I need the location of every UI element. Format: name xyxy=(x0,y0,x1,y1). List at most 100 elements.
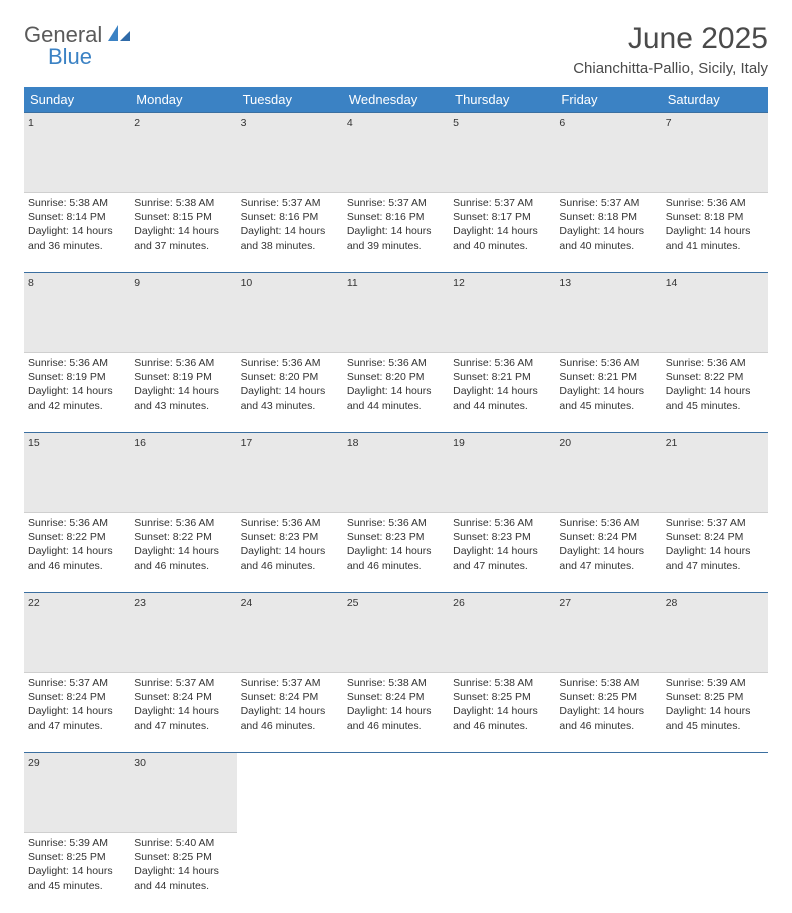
day-number-row: 22232425262728 xyxy=(24,593,768,673)
daylight-text: Daylight: 14 hours and 42 minutes. xyxy=(28,384,126,412)
daylight-text: Daylight: 14 hours and 47 minutes. xyxy=(134,704,232,732)
sunrise-text: Sunrise: 5:36 AM xyxy=(666,356,764,370)
day-number: 8 xyxy=(24,273,130,353)
sunset-text: Sunset: 8:25 PM xyxy=(559,690,657,704)
sunrise-text: Sunrise: 5:40 AM xyxy=(134,836,232,850)
calendar-cell: Sunrise: 5:36 AMSunset: 8:22 PMDaylight:… xyxy=(24,513,130,593)
sunrise-text: Sunrise: 5:36 AM xyxy=(453,516,551,530)
daylight-text: Daylight: 14 hours and 46 minutes. xyxy=(559,704,657,732)
calendar-cell: Sunrise: 5:36 AMSunset: 8:20 PMDaylight:… xyxy=(237,353,343,433)
day-number-row: 15161718192021 xyxy=(24,433,768,513)
sunrise-text: Sunrise: 5:39 AM xyxy=(666,676,764,690)
sunset-text: Sunset: 8:20 PM xyxy=(241,370,339,384)
calendar-cell: Sunrise: 5:37 AMSunset: 8:24 PMDaylight:… xyxy=(237,673,343,753)
sunset-text: Sunset: 8:22 PM xyxy=(666,370,764,384)
sunrise-text: Sunrise: 5:38 AM xyxy=(453,676,551,690)
sunrise-text: Sunrise: 5:39 AM xyxy=(28,836,126,850)
sunset-text: Sunset: 8:23 PM xyxy=(453,530,551,544)
sunrise-text: Sunrise: 5:37 AM xyxy=(28,676,126,690)
calendar-cell: Sunrise: 5:36 AMSunset: 8:21 PMDaylight:… xyxy=(449,353,555,433)
calendar-cell: Sunrise: 5:36 AMSunset: 8:23 PMDaylight:… xyxy=(343,513,449,593)
day-number xyxy=(662,753,768,833)
calendar-cell: Sunrise: 5:36 AMSunset: 8:21 PMDaylight:… xyxy=(555,353,661,433)
day-number: 24 xyxy=(237,593,343,673)
sunrise-text: Sunrise: 5:38 AM xyxy=(28,196,126,210)
calendar-cell: Sunrise: 5:39 AMSunset: 8:25 PMDaylight:… xyxy=(24,833,130,913)
logo-sail-icon xyxy=(106,23,132,48)
day-number: 20 xyxy=(555,433,661,513)
calendar-cell: Sunrise: 5:37 AMSunset: 8:17 PMDaylight:… xyxy=(449,193,555,273)
sunset-text: Sunset: 8:24 PM xyxy=(559,530,657,544)
sunset-text: Sunset: 8:23 PM xyxy=(241,530,339,544)
daylight-text: Daylight: 14 hours and 41 minutes. xyxy=(666,224,764,252)
calendar-cell: Sunrise: 5:37 AMSunset: 8:24 PMDaylight:… xyxy=(130,673,236,753)
daylight-text: Daylight: 14 hours and 45 minutes. xyxy=(28,864,126,892)
calendar-cell: Sunrise: 5:36 AMSunset: 8:19 PMDaylight:… xyxy=(130,353,236,433)
sunrise-text: Sunrise: 5:37 AM xyxy=(241,196,339,210)
sunrise-text: Sunrise: 5:36 AM xyxy=(134,516,232,530)
sunrise-text: Sunrise: 5:37 AM xyxy=(134,676,232,690)
day-number: 3 xyxy=(237,113,343,193)
day-header: Friday xyxy=(555,87,661,113)
day-number: 11 xyxy=(343,273,449,353)
location-text: Chianchitta-Pallio, Sicily, Italy xyxy=(573,60,768,77)
daylight-text: Daylight: 14 hours and 46 minutes. xyxy=(453,704,551,732)
calendar-cell: Sunrise: 5:38 AMSunset: 8:25 PMDaylight:… xyxy=(555,673,661,753)
calendar-cell: Sunrise: 5:36 AMSunset: 8:24 PMDaylight:… xyxy=(555,513,661,593)
day-number-row: 891011121314 xyxy=(24,273,768,353)
day-header: Sunday xyxy=(24,87,130,113)
daylight-text: Daylight: 14 hours and 44 minutes. xyxy=(453,384,551,412)
daylight-text: Daylight: 14 hours and 37 minutes. xyxy=(134,224,232,252)
calendar-week-row: Sunrise: 5:37 AMSunset: 8:24 PMDaylight:… xyxy=(24,673,768,753)
daylight-text: Daylight: 14 hours and 44 minutes. xyxy=(134,864,232,892)
daylight-text: Daylight: 14 hours and 46 minutes. xyxy=(28,544,126,572)
day-number: 6 xyxy=(555,113,661,193)
sunset-text: Sunset: 8:21 PM xyxy=(453,370,551,384)
day-header: Tuesday xyxy=(237,87,343,113)
sunrise-text: Sunrise: 5:36 AM xyxy=(559,516,657,530)
daylight-text: Daylight: 14 hours and 39 minutes. xyxy=(347,224,445,252)
calendar-cell: Sunrise: 5:40 AMSunset: 8:25 PMDaylight:… xyxy=(130,833,236,913)
sunset-text: Sunset: 8:15 PM xyxy=(134,210,232,224)
day-number: 15 xyxy=(24,433,130,513)
calendar-week-row: Sunrise: 5:36 AMSunset: 8:22 PMDaylight:… xyxy=(24,513,768,593)
day-header: Thursday xyxy=(449,87,555,113)
day-number: 30 xyxy=(130,753,236,833)
daylight-text: Daylight: 14 hours and 45 minutes. xyxy=(666,704,764,732)
day-number: 5 xyxy=(449,113,555,193)
daylight-text: Daylight: 14 hours and 44 minutes. xyxy=(347,384,445,412)
calendar-cell xyxy=(237,833,343,913)
sunrise-text: Sunrise: 5:36 AM xyxy=(28,356,126,370)
day-number xyxy=(449,753,555,833)
calendar-week-row: Sunrise: 5:39 AMSunset: 8:25 PMDaylight:… xyxy=(24,833,768,913)
sunrise-text: Sunrise: 5:38 AM xyxy=(347,676,445,690)
daylight-text: Daylight: 14 hours and 46 minutes. xyxy=(241,544,339,572)
sunrise-text: Sunrise: 5:38 AM xyxy=(134,196,232,210)
sunset-text: Sunset: 8:25 PM xyxy=(28,850,126,864)
calendar-cell: Sunrise: 5:38 AMSunset: 8:15 PMDaylight:… xyxy=(130,193,236,273)
calendar-cell: Sunrise: 5:37 AMSunset: 8:16 PMDaylight:… xyxy=(237,193,343,273)
day-number: 1 xyxy=(24,113,130,193)
day-number: 21 xyxy=(662,433,768,513)
sunset-text: Sunset: 8:17 PM xyxy=(453,210,551,224)
sunset-text: Sunset: 8:19 PM xyxy=(28,370,126,384)
logo-text-blue: Blue xyxy=(48,44,92,69)
calendar-cell: Sunrise: 5:36 AMSunset: 8:23 PMDaylight:… xyxy=(237,513,343,593)
sunset-text: Sunset: 8:14 PM xyxy=(28,210,126,224)
day-number: 28 xyxy=(662,593,768,673)
sunrise-text: Sunrise: 5:36 AM xyxy=(28,516,126,530)
sunset-text: Sunset: 8:20 PM xyxy=(347,370,445,384)
day-number: 25 xyxy=(343,593,449,673)
day-number xyxy=(555,753,661,833)
daylight-text: Daylight: 14 hours and 43 minutes. xyxy=(134,384,232,412)
day-number xyxy=(343,753,449,833)
day-number: 19 xyxy=(449,433,555,513)
day-number-row: 1234567 xyxy=(24,113,768,193)
calendar-cell xyxy=(343,833,449,913)
sunset-text: Sunset: 8:24 PM xyxy=(241,690,339,704)
daylight-text: Daylight: 14 hours and 46 minutes. xyxy=(241,704,339,732)
calendar-cell: Sunrise: 5:36 AMSunset: 8:18 PMDaylight:… xyxy=(662,193,768,273)
daylight-text: Daylight: 14 hours and 46 minutes. xyxy=(134,544,232,572)
day-number: 7 xyxy=(662,113,768,193)
sunset-text: Sunset: 8:18 PM xyxy=(666,210,764,224)
